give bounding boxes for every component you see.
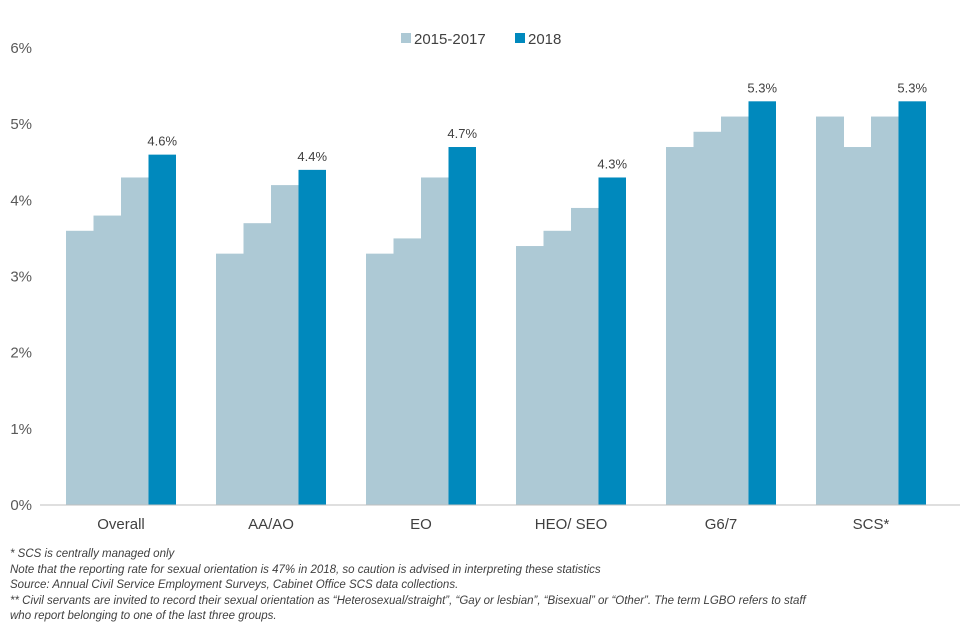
bar-2015-2017 — [543, 230, 572, 506]
x-tick-label: Overall — [97, 516, 145, 533]
footnote-definition-cont: who report belonging to one of the last … — [10, 610, 277, 622]
x-tick-label: HEO/ SEO — [535, 516, 608, 533]
bar-2015-2017 — [216, 253, 244, 505]
x-tick-label: SCS* — [853, 516, 890, 533]
bar-2015-2017 — [516, 246, 544, 506]
x-tick-label: G6/7 — [705, 516, 738, 533]
bars — [66, 101, 926, 506]
data-labels: 4.6% 4.4% 4.7% 4.3% 5.3% 5.3% — [147, 80, 927, 171]
y-tick-label: 2% — [10, 345, 32, 362]
bar-2015-2017 — [66, 230, 94, 506]
bar-2015-2017 — [421, 177, 449, 505]
y-tick-label: 6% — [10, 40, 32, 57]
y-tick-label: 5% — [10, 116, 32, 133]
bar-2018 — [448, 147, 476, 505]
bar-2015-2017 — [393, 238, 422, 505]
bar-2015-2017 — [721, 116, 749, 506]
legend-swatch-2018 — [515, 33, 525, 43]
x-tick-label: AA/AO — [248, 516, 294, 533]
data-label-2018: 4.6% — [147, 134, 177, 149]
bar-2015-2017 — [271, 185, 299, 505]
footnote-source: Source: Annual Civil Service Employment … — [10, 579, 459, 591]
y-axis: 0% 1% 2% 3% 4% 5% 6% — [10, 40, 32, 514]
footnote-definition: ** Civil servants are invited to record … — [10, 594, 806, 607]
bar-2015-2017 — [121, 177, 149, 505]
y-tick-label: 1% — [10, 421, 32, 438]
data-label-2018: 4.7% — [447, 126, 477, 141]
bar-2018 — [598, 177, 626, 505]
bar-2015-2017 — [571, 207, 599, 505]
data-label-2018: 4.3% — [597, 156, 627, 171]
y-tick-label: 4% — [10, 192, 32, 209]
bar-2015-2017 — [243, 223, 272, 505]
x-tick-label: EO — [410, 516, 432, 533]
legend-label-2015-2017: 2015-2017 — [414, 31, 486, 48]
data-label-2018: 4.4% — [297, 149, 327, 164]
y-tick-label: 0% — [10, 497, 32, 514]
data-label-2018: 5.3% — [897, 80, 927, 95]
legend-label-2018: 2018 — [528, 31, 561, 48]
bar-2015-2017 — [666, 147, 694, 505]
bar-2015-2017 — [366, 253, 394, 505]
bar-2015-2017 — [693, 131, 722, 506]
bar-2015-2017 — [843, 147, 872, 505]
bar-2015-2017 — [816, 116, 844, 506]
y-tick-label: 3% — [10, 269, 32, 286]
legend: 2015-2017 2018 — [401, 31, 561, 48]
legend-swatch-2015-2017 — [401, 33, 411, 43]
x-axis-labels: Overall AA/AO EO HEO/ SEO G6/7 SCS* — [97, 516, 889, 533]
footnote-scs: * SCS is centrally managed only — [10, 548, 175, 560]
bar-2018 — [148, 154, 176, 505]
footnotes: * SCS is centrally managed only Note tha… — [10, 547, 950, 625]
bar-2018 — [748, 101, 776, 506]
data-label-2018: 5.3% — [747, 80, 777, 95]
bar-2018 — [298, 169, 326, 505]
chart: 2015-2017 2018 0% 1% 2% 3% 4% 5% 6% Overall AA/… — [10, 31, 960, 533]
bar-2018 — [898, 101, 926, 506]
footnote-reporting-rate: Note that the reporting rate for sexual … — [10, 563, 601, 576]
bar-2015-2017 — [871, 116, 899, 506]
bar-2015-2017 — [93, 215, 122, 506]
